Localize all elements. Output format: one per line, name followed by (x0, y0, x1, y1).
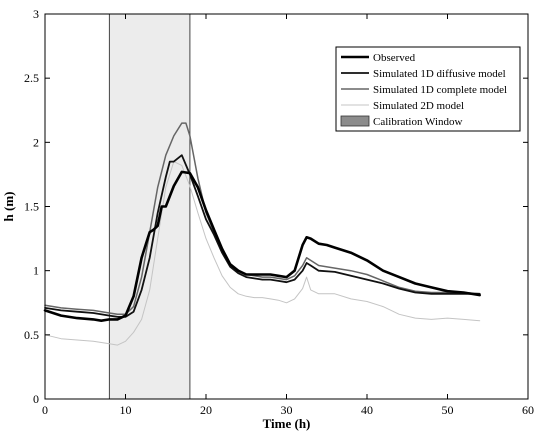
x-tick-label: 30 (281, 403, 293, 417)
calibration-window-layer (108, 14, 191, 399)
y-tick-label: 2 (33, 135, 39, 149)
series-layer (43, 122, 482, 346)
series-line-1 (44, 154, 481, 318)
x-tick-label: 0 (42, 403, 48, 417)
y-tick-label: 0.5 (24, 328, 39, 342)
x-tick-label: 10 (120, 403, 132, 417)
y-tick-label: 2.5 (24, 71, 39, 85)
legend-label: Observed (373, 52, 416, 64)
legend-label: Simulated 1D complete model (373, 84, 507, 96)
x-tick-label: 60 (522, 403, 534, 417)
x-tick-label: 20 (200, 403, 212, 417)
ticks-layer (44, 13, 529, 400)
x-tick-label: 40 (361, 403, 373, 417)
legend-swatch-patch (340, 115, 370, 127)
x-axis-title: Time (h) (263, 416, 311, 431)
tick-labels-layer: 0 10 20 30 40 50 60 0 0.5 1 1.5 2 2.5 3 (24, 7, 534, 417)
series-line-3 (44, 161, 481, 346)
legend-label: Simulated 1D diffusive model (373, 68, 506, 80)
y-tick-label: 1 (33, 264, 39, 278)
calibration-window-band (109, 14, 190, 399)
legend-label: Simulated 2D model (373, 100, 464, 112)
y-tick-label: 3 (33, 7, 39, 21)
y-axis-title: h (m) (1, 192, 16, 222)
y-tick-label: 1.5 (24, 200, 39, 214)
x-tick-label: 50 (442, 403, 454, 417)
y-tick-label: 0 (33, 392, 39, 406)
legend: Observed Simulated 1D diffusive model Simu… (335, 46, 521, 132)
legend-label: Calibration Window (373, 116, 463, 128)
series-line-0 (43, 170, 482, 323)
